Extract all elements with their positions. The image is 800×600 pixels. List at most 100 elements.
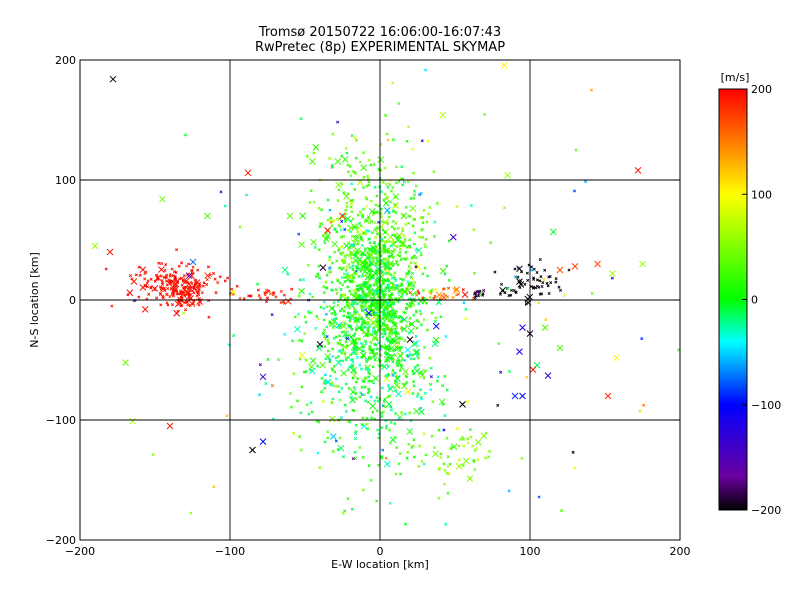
point-marker bbox=[352, 234, 356, 239]
point-marker bbox=[408, 322, 412, 326]
point-marker bbox=[388, 183, 392, 187]
point-marker bbox=[466, 475, 474, 483]
point-marker bbox=[525, 375, 529, 379]
point-marker bbox=[530, 268, 534, 272]
point-marker bbox=[394, 221, 398, 225]
point-marker bbox=[383, 405, 387, 409]
point-marker bbox=[389, 336, 397, 344]
point-marker bbox=[344, 356, 348, 360]
point-marker bbox=[513, 267, 517, 271]
point-marker bbox=[422, 462, 426, 466]
point-marker bbox=[444, 522, 448, 526]
point-marker bbox=[158, 266, 165, 273]
point-marker bbox=[375, 290, 379, 294]
point-marker bbox=[432, 170, 436, 174]
point-marker bbox=[395, 283, 399, 287]
point-marker bbox=[421, 296, 425, 300]
point-marker bbox=[170, 303, 174, 307]
point-marker bbox=[488, 449, 492, 453]
cross-marker bbox=[159, 195, 166, 203]
point-marker bbox=[351, 408, 355, 412]
point-marker bbox=[417, 464, 421, 468]
point-marker bbox=[531, 285, 535, 289]
point-marker bbox=[335, 181, 342, 189]
point-marker bbox=[412, 218, 416, 222]
point-marker bbox=[172, 284, 176, 288]
point-marker bbox=[384, 426, 388, 430]
point-marker bbox=[375, 194, 379, 198]
point-marker bbox=[422, 432, 426, 436]
point-marker bbox=[356, 345, 363, 353]
cross-marker bbox=[609, 270, 616, 277]
point-marker bbox=[159, 303, 163, 307]
point-marker bbox=[498, 292, 502, 296]
point-marker bbox=[206, 265, 210, 269]
point-marker bbox=[207, 315, 211, 319]
point-marker bbox=[387, 314, 391, 318]
point-marker bbox=[201, 284, 205, 288]
point-marker bbox=[534, 286, 538, 290]
point-marker bbox=[326, 198, 330, 202]
y-tick-label: −100 bbox=[46, 414, 76, 427]
point-marker bbox=[392, 241, 396, 245]
point-marker bbox=[381, 335, 385, 339]
point-marker bbox=[425, 301, 429, 305]
point-marker bbox=[398, 250, 402, 254]
point-marker bbox=[439, 452, 443, 456]
point-marker bbox=[394, 165, 398, 169]
point-marker bbox=[545, 281, 549, 285]
point-marker bbox=[137, 295, 141, 299]
point-marker bbox=[354, 138, 358, 142]
point-marker bbox=[336, 279, 340, 283]
point-marker bbox=[333, 310, 337, 314]
point-marker bbox=[394, 472, 398, 476]
point-marker bbox=[335, 230, 339, 234]
point-marker bbox=[377, 463, 381, 467]
point-marker bbox=[422, 208, 426, 212]
point-marker bbox=[464, 307, 468, 311]
point-marker bbox=[381, 363, 388, 371]
point-marker bbox=[190, 289, 194, 293]
point-marker bbox=[385, 257, 389, 261]
point-marker bbox=[323, 241, 327, 245]
point-marker bbox=[297, 312, 301, 316]
point-marker bbox=[232, 334, 236, 338]
point-marker bbox=[412, 455, 416, 459]
point-marker bbox=[350, 327, 354, 331]
point-marker bbox=[332, 219, 336, 223]
point-marker bbox=[338, 309, 343, 313]
point-marker bbox=[362, 274, 366, 278]
point-marker bbox=[376, 210, 380, 214]
point-marker bbox=[409, 261, 413, 265]
point-marker bbox=[391, 138, 395, 142]
point-marker bbox=[387, 215, 391, 219]
point-marker bbox=[418, 216, 422, 220]
point-marker bbox=[372, 355, 376, 359]
point-marker bbox=[171, 286, 179, 294]
point-marker bbox=[322, 300, 326, 304]
point-marker bbox=[541, 281, 545, 285]
point-marker bbox=[345, 204, 349, 209]
point-marker bbox=[146, 279, 150, 283]
point-marker bbox=[386, 395, 390, 399]
point-marker bbox=[177, 264, 181, 268]
point-marker bbox=[376, 308, 380, 312]
point-marker bbox=[395, 361, 399, 365]
point-marker bbox=[390, 329, 394, 333]
point-marker bbox=[308, 292, 312, 296]
point-marker bbox=[362, 151, 366, 155]
point-marker bbox=[337, 223, 341, 227]
point-marker bbox=[461, 437, 466, 441]
point-marker bbox=[361, 290, 365, 294]
point-marker bbox=[430, 311, 434, 315]
point-marker bbox=[371, 308, 375, 312]
point-marker bbox=[354, 255, 358, 259]
plot-grid bbox=[80, 60, 680, 540]
point-marker bbox=[373, 248, 377, 252]
point-marker bbox=[443, 468, 447, 472]
point-marker bbox=[412, 349, 420, 356]
point-marker bbox=[371, 365, 375, 369]
point-marker bbox=[352, 310, 356, 314]
point-marker bbox=[390, 318, 394, 322]
point-marker bbox=[196, 290, 200, 294]
